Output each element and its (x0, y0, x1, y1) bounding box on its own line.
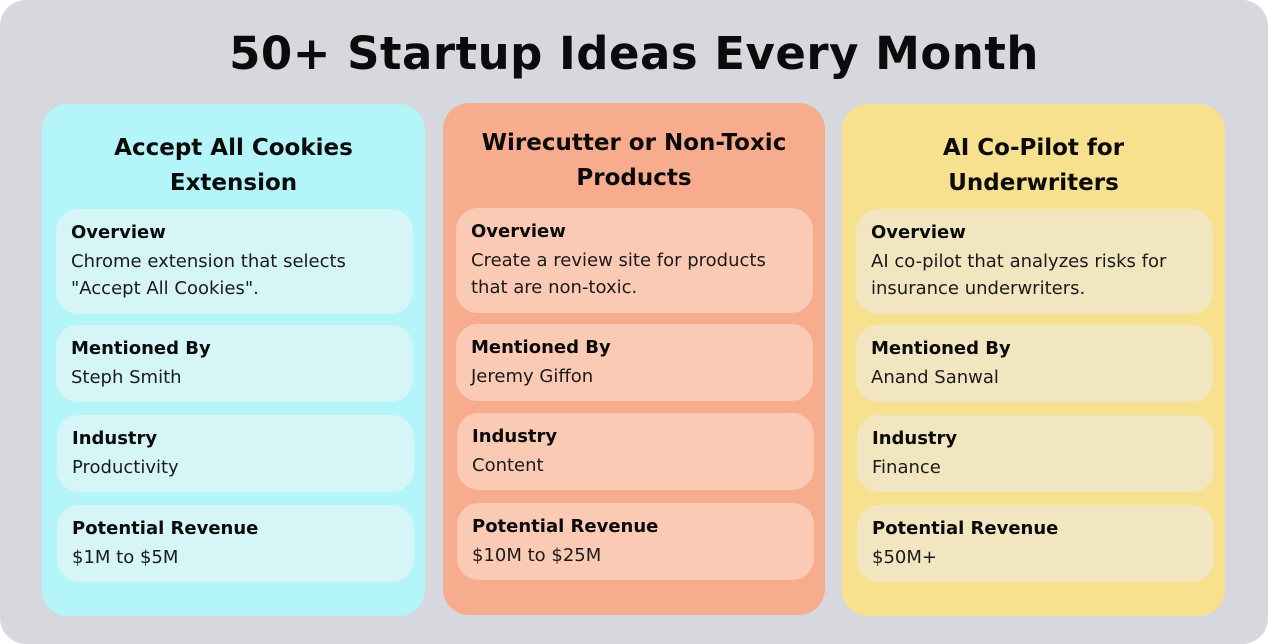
overview-text: Chrome extension that selects "Accept Al… (71, 251, 346, 299)
industry-label: Industry (72, 428, 158, 449)
overview-box: Overview Create a review site for produc… (456, 208, 813, 313)
mentioned-by-label: Mentioned By (871, 338, 1011, 359)
card-title: Wirecutter or Non-Toxic Products (481, 130, 787, 191)
potential-revenue-box: Potential Revenue $10M to $25M (457, 503, 814, 580)
industry-box: Industry Content (457, 413, 814, 490)
mentioned-by-value: Steph Smith (71, 367, 182, 388)
industry-value: Content (472, 455, 544, 476)
industry-value: Finance (872, 457, 941, 478)
mentioned-by-value: Anand Sanwal (871, 367, 999, 388)
overview-box: Overview Chrome extension that selects "… (56, 209, 413, 314)
mentioned-by-label: Mentioned By (471, 337, 611, 358)
idea-card-ai-copilot: AI Co-Pilot for Underwriters Overview AI… (842, 104, 1225, 616)
mentioned-by-box: Mentioned By Steph Smith (56, 325, 413, 402)
potential-revenue-value: $10M to $25M (472, 545, 602, 566)
industry-label: Industry (872, 428, 958, 449)
page-title: 50+ Startup Ideas Every Month (229, 27, 1039, 80)
mentioned-by-label: Mentioned By (71, 338, 211, 359)
overview-text: Create a review site for products that a… (471, 250, 766, 298)
potential-revenue-value: $50M+ (872, 547, 937, 568)
potential-revenue-box: Potential Revenue $1M to $5M (57, 505, 414, 582)
card-title: AI Co-Pilot for Underwriters (942, 135, 1125, 196)
mentioned-by-box: Mentioned By Anand Sanwal (856, 325, 1213, 402)
idea-card-wirecutter: Wirecutter or Non-Toxic Products Overvie… (443, 103, 825, 615)
overview-label: Overview (871, 222, 966, 243)
overview-text: AI co-pilot that analyzes risks for insu… (871, 251, 1167, 299)
overview-box: Overview AI co-pilot that analyzes risks… (856, 209, 1213, 314)
idea-card-cookies: Accept All Cookies Extension Overview Ch… (42, 104, 425, 616)
card-title: Accept All Cookies Extension (114, 135, 353, 196)
industry-box: Industry Finance (857, 415, 1214, 492)
potential-revenue-label: Potential Revenue (472, 516, 659, 537)
industry-label: Industry (472, 426, 558, 447)
potential-revenue-box: Potential Revenue $50M+ (857, 505, 1214, 582)
potential-revenue-value: $1M to $5M (72, 547, 179, 568)
industry-value: Productivity (72, 457, 179, 478)
mentioned-by-value: Jeremy Giffon (471, 366, 594, 387)
overview-label: Overview (471, 221, 566, 242)
potential-revenue-label: Potential Revenue (872, 518, 1059, 539)
mentioned-by-box: Mentioned By Jeremy Giffon (456, 324, 813, 401)
potential-revenue-label: Potential Revenue (72, 518, 259, 539)
overview-label: Overview (71, 222, 166, 243)
industry-box: Industry Productivity (57, 415, 414, 492)
